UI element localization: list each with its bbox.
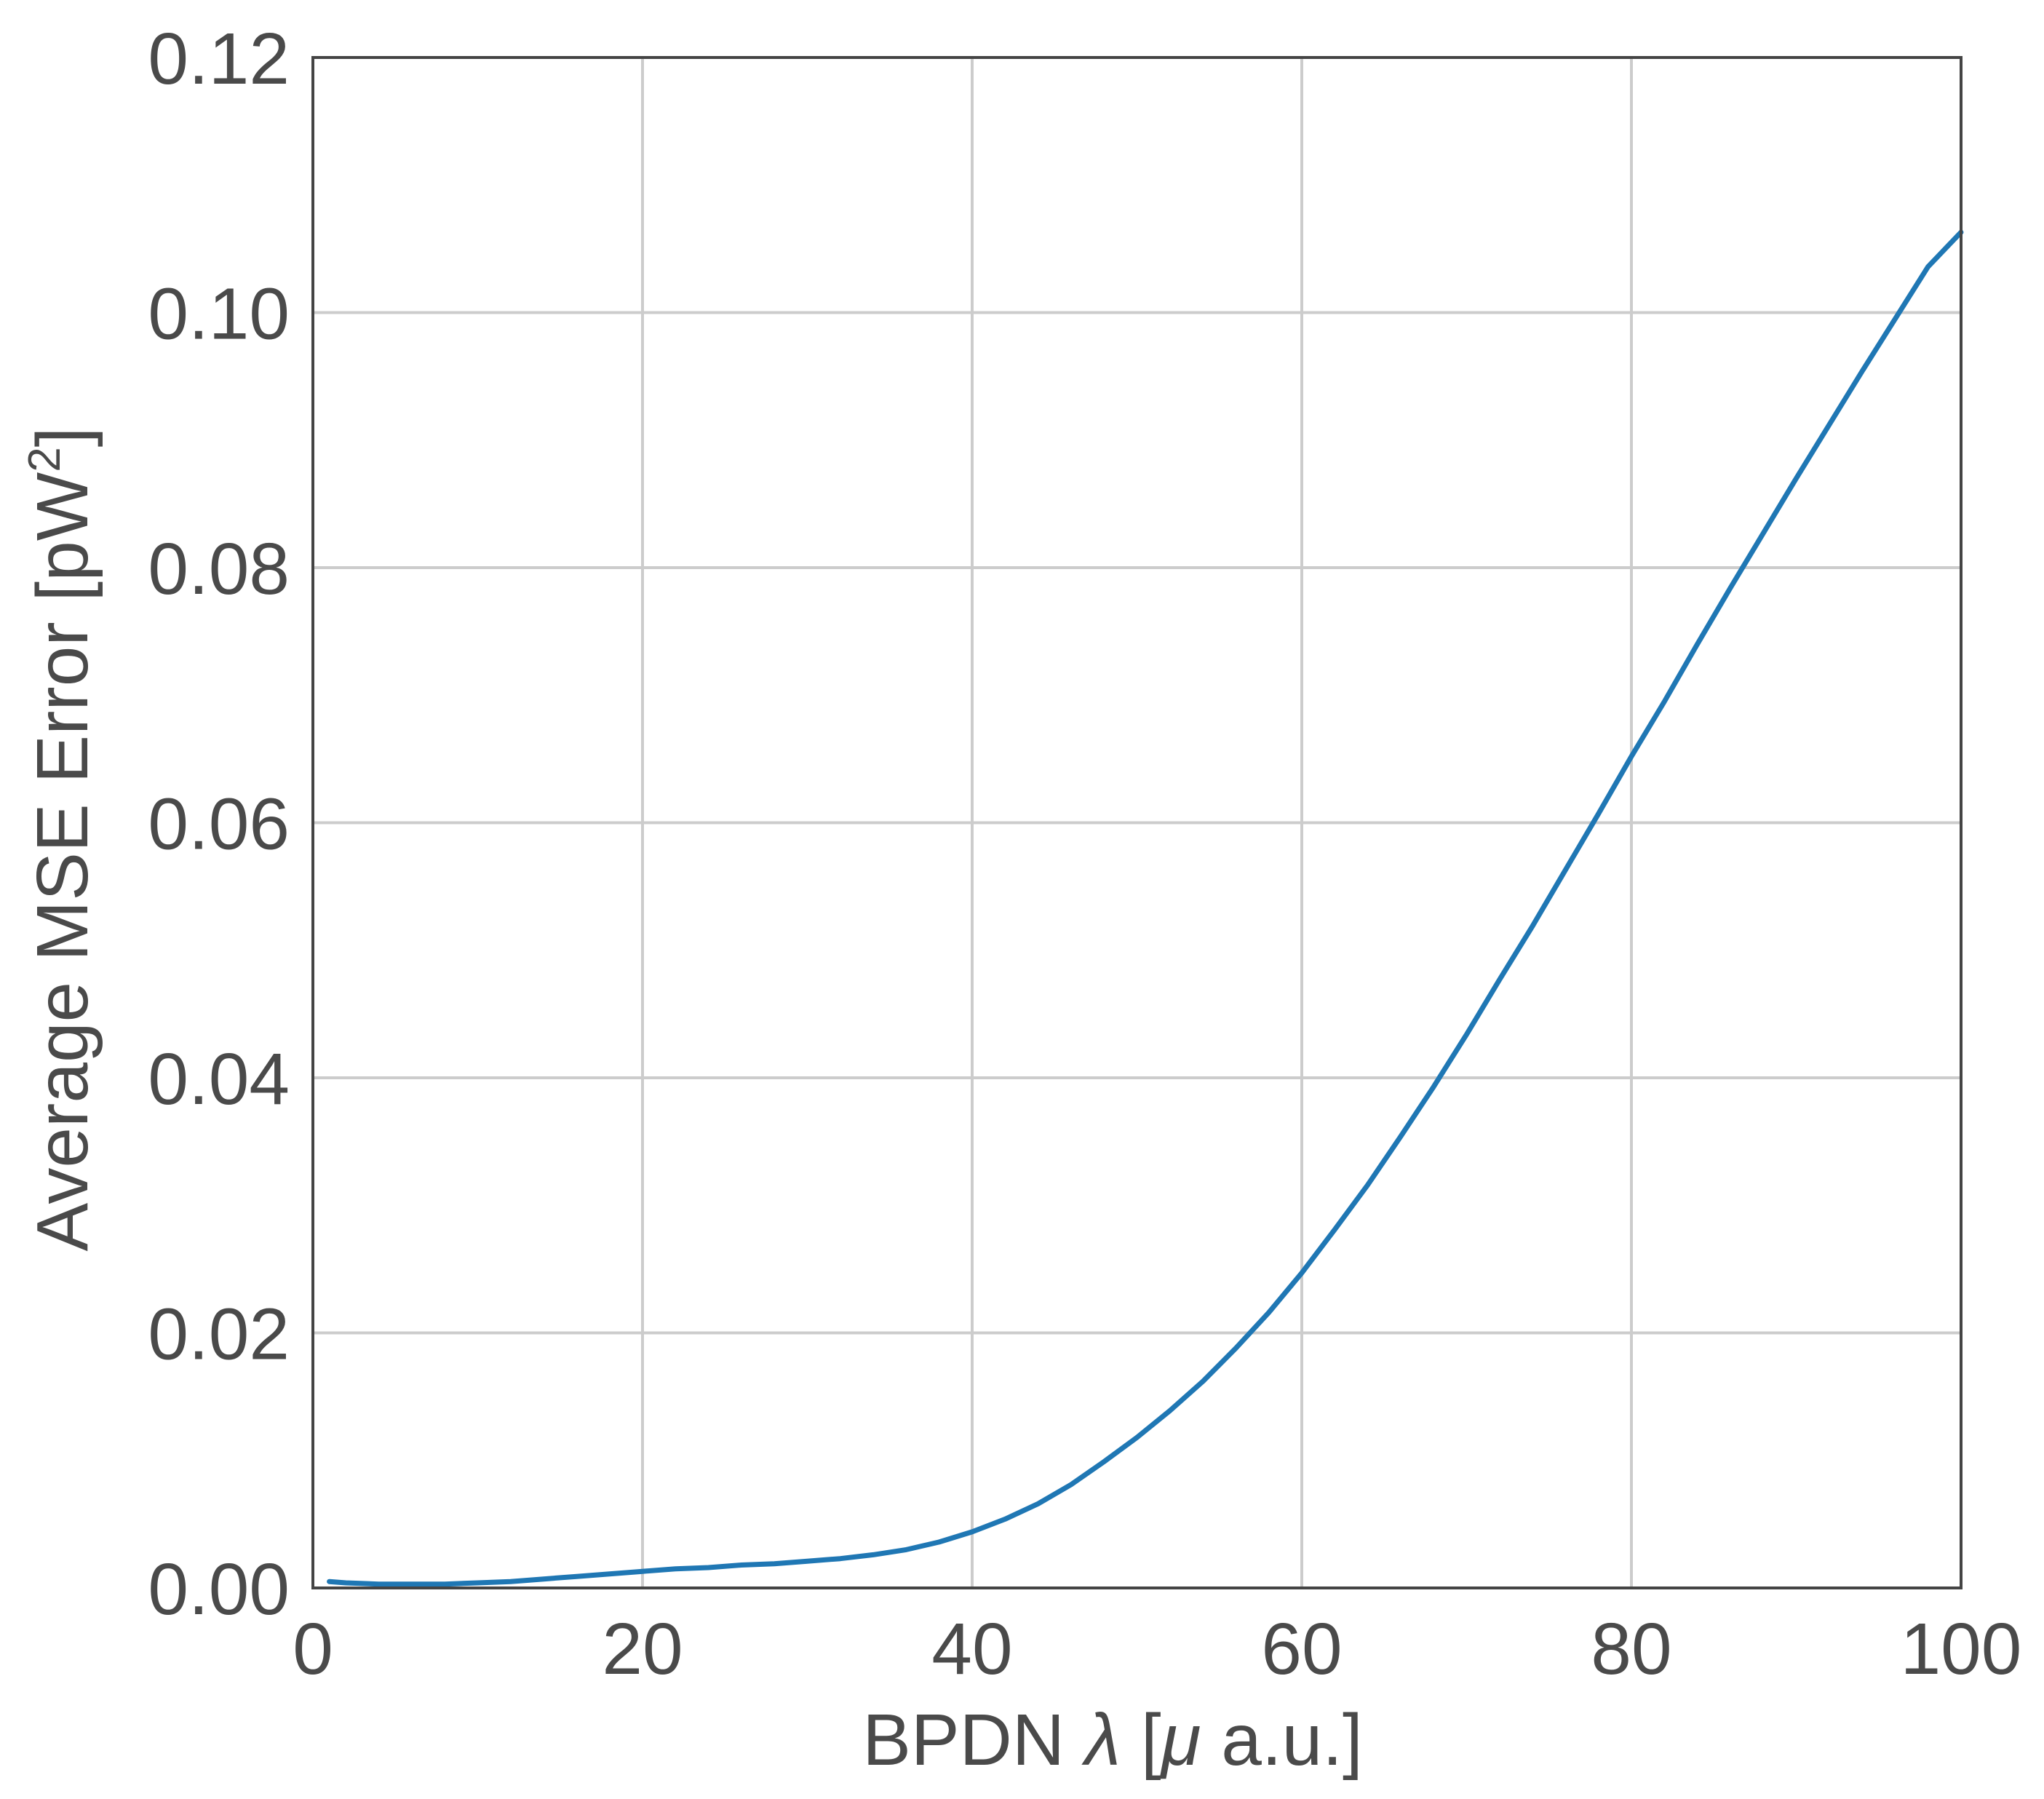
y-tick-labels: 0.00 0.02 0.04 0.06 0.08 0.10 0.12 xyxy=(148,18,290,1630)
x-axis-label-suffix: a.u.] xyxy=(1201,1699,1362,1781)
plot-frame xyxy=(311,56,1963,1589)
y-tick-label: 0.02 xyxy=(148,1294,290,1375)
y-axis-label-close: ] xyxy=(22,427,103,448)
x-axis-label: BPDN λ [μ a.u.] xyxy=(862,1699,1363,1781)
y-tick-label: 0.04 xyxy=(148,1039,290,1120)
y-axis-label: Average MSE Error [pW2] xyxy=(20,427,103,1252)
y-tick-label: 0.00 xyxy=(148,1549,290,1630)
lambda-symbol: λ xyxy=(1081,1699,1121,1781)
y-tick-label: 0.08 xyxy=(148,528,290,610)
x-tick-label: 100 xyxy=(1901,1608,2022,1690)
y-tick-label: 0.12 xyxy=(148,18,290,100)
series-layer xyxy=(327,229,1964,1587)
x-tick-label: 20 xyxy=(602,1608,683,1690)
x-axis-label-prefix: BPDN xyxy=(862,1699,1085,1781)
x-tick-label: 0 xyxy=(293,1608,333,1690)
x-axis-label-middle: [ xyxy=(1121,1699,1161,1781)
mu-symbol: μ xyxy=(1159,1699,1201,1781)
y-tick-label: 0.06 xyxy=(148,784,290,865)
x-tick-label: 40 xyxy=(931,1608,1012,1690)
grid-lines xyxy=(311,56,1963,1589)
series-line-0 xyxy=(327,229,1964,1587)
y-axis-label-superscript: 2 xyxy=(20,447,70,472)
x-tick-label: 60 xyxy=(1261,1608,1342,1690)
y-axis-label-main: Average MSE Error [pW xyxy=(22,472,103,1251)
y-tick-label: 0.10 xyxy=(148,274,290,355)
x-tick-label: 80 xyxy=(1591,1608,1671,1690)
x-tick-labels: 0 20 40 60 80 100 xyxy=(293,1608,2021,1690)
